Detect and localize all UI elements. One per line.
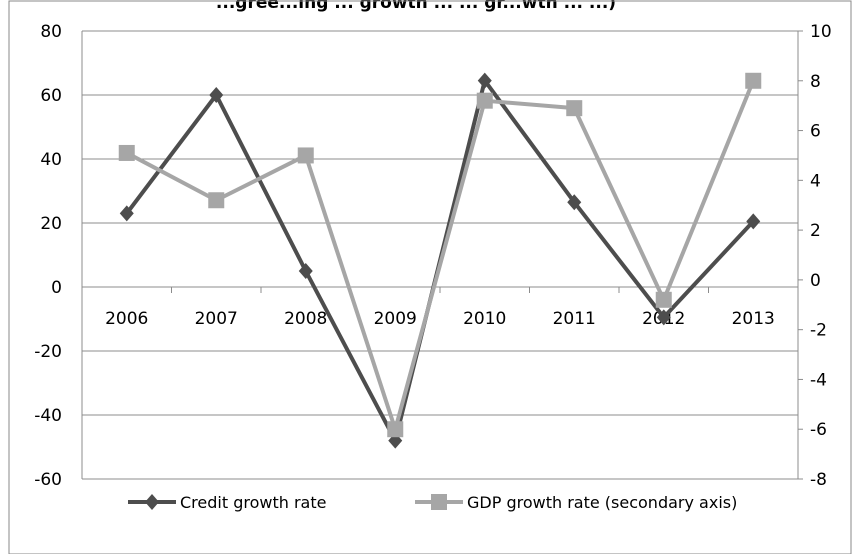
data-point-square bbox=[118, 144, 135, 161]
data-point-square bbox=[387, 421, 404, 438]
chart-title: ...gree...ing ... growth ... ... gr...wt… bbox=[216, 0, 616, 13]
y-secondary-tick-label: 10 bbox=[810, 22, 832, 42]
legend-label: Credit growth rate bbox=[180, 493, 326, 512]
data-point-square bbox=[208, 192, 225, 209]
data-point-diamond bbox=[209, 87, 224, 103]
data-point-diamond bbox=[477, 72, 492, 89]
data-point-diamond bbox=[119, 205, 134, 222]
y-primary-tick-label: 20 bbox=[40, 214, 62, 234]
legend-label: GDP growth rate (secondary axis) bbox=[467, 493, 737, 512]
y-primary-tick-label: -60 bbox=[34, 470, 62, 490]
x-tick-label: 2006 bbox=[105, 309, 148, 329]
series-layer bbox=[118, 72, 762, 449]
x-tick-label: 2010 bbox=[463, 309, 506, 329]
data-point-diamond bbox=[746, 213, 761, 230]
y-primary-tick-label: 60 bbox=[40, 86, 62, 106]
data-point-square bbox=[297, 147, 314, 164]
y-secondary-tick-label: -4 bbox=[810, 370, 827, 390]
legend: Credit growth rate GDP growth rate (secon… bbox=[128, 493, 737, 512]
y-secondary-tick-label: 2 bbox=[810, 221, 821, 241]
data-point-square bbox=[745, 72, 762, 89]
y-secondary-tick-label: 0 bbox=[810, 271, 821, 291]
data-point-square bbox=[566, 100, 583, 117]
y-primary-tick-label: 40 bbox=[40, 150, 62, 170]
data-point-diamond bbox=[567, 194, 582, 211]
y-primary-tick-label: 80 bbox=[40, 22, 62, 42]
data-point-square bbox=[655, 291, 672, 308]
y-secondary-tick-label: 6 bbox=[810, 122, 821, 142]
x-tick-label: 2007 bbox=[195, 309, 238, 329]
y-secondary-tick-label: -2 bbox=[810, 321, 827, 341]
data-point-diamond bbox=[656, 309, 671, 326]
y-primary-tick-label: 0 bbox=[51, 278, 62, 298]
y-secondary-tick-label: -8 bbox=[810, 470, 827, 490]
y-secondary-tick-label: 8 bbox=[810, 72, 821, 92]
x-tick-label: 2013 bbox=[732, 309, 775, 329]
y-primary-tick-label: -20 bbox=[34, 342, 62, 362]
data-point-square bbox=[476, 92, 493, 109]
y-secondary-tick-label: 4 bbox=[810, 171, 821, 191]
legend-marker-diamond bbox=[145, 494, 159, 510]
legend-marker-square bbox=[431, 494, 447, 510]
outer-frame bbox=[8, 0, 852, 555]
y-secondary-tick-label: -6 bbox=[810, 420, 827, 440]
x-tick-label: 2008 bbox=[284, 309, 327, 329]
x-tick-label: 2011 bbox=[553, 309, 596, 329]
data-point-diamond bbox=[298, 263, 313, 279]
y-primary-tick-label: -40 bbox=[34, 406, 62, 426]
series-line bbox=[125, 80, 756, 432]
x-tick-label: 2009 bbox=[374, 309, 417, 329]
